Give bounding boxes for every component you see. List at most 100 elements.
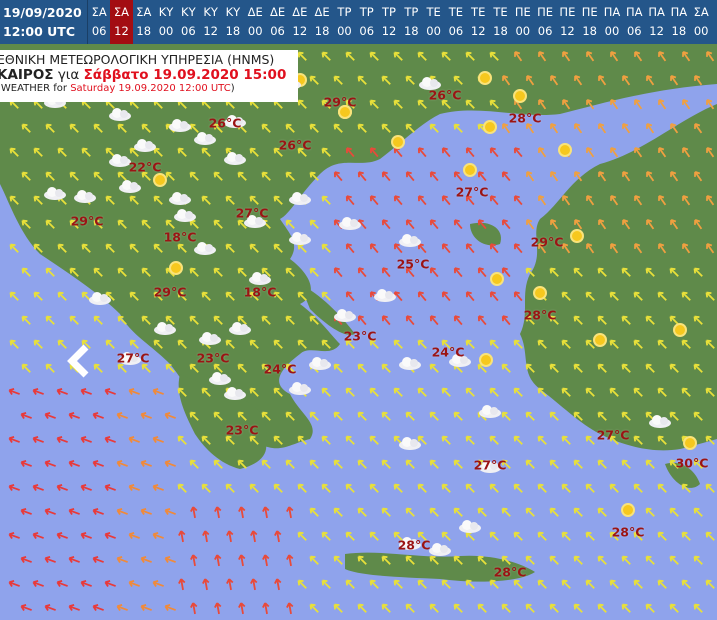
sun-icon — [673, 323, 687, 337]
wind-arrow — [357, 555, 367, 565]
timestep-hour: 06 — [626, 24, 642, 38]
timestep-14[interactable]: ΤΡ 18 — [400, 0, 422, 44]
timestep-23[interactable]: ΠΑ 00 — [601, 0, 623, 44]
timestep-day: ΔΕ — [247, 5, 263, 19]
timestep-19[interactable]: ΠΕ 00 — [512, 0, 534, 44]
wind-arrow — [514, 51, 523, 62]
wind-arrow — [417, 339, 427, 349]
wind-arrow — [381, 219, 391, 230]
current-date: 19/09/2020 — [3, 5, 82, 20]
cloud-icon — [109, 154, 131, 167]
timestep-day: ΤΕ — [448, 5, 464, 19]
wind-arrow — [657, 387, 667, 397]
wind-arrow — [525, 507, 535, 517]
wind-arrow — [117, 219, 127, 229]
timestep-12[interactable]: ΤΡ 06 — [356, 0, 378, 44]
wind-arrow — [141, 315, 151, 325]
wind-arrow — [597, 267, 607, 277]
wind-arrow — [345, 195, 355, 206]
timestep-10[interactable]: ΔΕ 18 — [311, 0, 333, 44]
wind-arrow — [249, 339, 259, 349]
wind-arrow — [405, 411, 415, 421]
timestep-21[interactable]: ΠΕ 12 — [556, 0, 578, 44]
timestep-1[interactable]: ΣΑ 12 — [110, 0, 133, 44]
forecast-title: ΚΑΙΡΟΣ για Σάββατο 19.09.2020 15:00 — [0, 67, 298, 83]
wind-arrow — [441, 339, 451, 349]
wind-arrow — [178, 578, 186, 591]
wind-arrow — [393, 579, 403, 589]
wind-arrow — [586, 51, 595, 62]
wind-arrow — [226, 578, 234, 591]
timestep-13[interactable]: ΤΡ 12 — [378, 0, 400, 44]
timestep-7[interactable]: ΔΕ 00 — [244, 0, 266, 44]
timestep-16[interactable]: ΤΕ 06 — [445, 0, 467, 44]
chevron-left-icon[interactable] — [64, 343, 94, 379]
wind-arrow — [261, 123, 271, 133]
wind-arrow — [645, 459, 655, 469]
timestep-17[interactable]: ΤΕ 12 — [467, 0, 489, 44]
wind-arrow — [249, 435, 259, 445]
wind-arrow — [226, 530, 234, 543]
wind-arrow — [201, 435, 211, 445]
cloud-icon — [374, 289, 396, 302]
timestep-6[interactable]: ΚΥ 18 — [222, 0, 244, 44]
timestep-15[interactable]: ΤΕ 00 — [422, 0, 444, 44]
wind-arrow — [381, 603, 391, 613]
wind-arrow — [321, 51, 331, 61]
wind-arrow — [513, 195, 523, 206]
wind-arrow — [262, 602, 270, 615]
wind-arrow — [45, 267, 55, 277]
wind-arrow — [645, 315, 655, 325]
weather-map[interactable] — [0, 44, 717, 620]
wind-arrow — [68, 507, 80, 515]
wind-arrow — [357, 171, 367, 182]
wind-arrow — [128, 579, 140, 587]
timestep-2[interactable]: ΣΑ 18 — [133, 0, 155, 44]
timestep-5[interactable]: ΚΥ 12 — [199, 0, 221, 44]
wind-arrow — [609, 531, 619, 541]
wind-arrow — [537, 339, 547, 349]
wind-arrow — [429, 363, 439, 373]
wind-arrow — [237, 219, 247, 229]
timestep-20[interactable]: ΠΕ 06 — [534, 0, 556, 44]
wind-arrow — [633, 435, 643, 445]
wind-arrow — [681, 579, 691, 589]
timestep-day: ΠΕ — [581, 5, 598, 19]
timestep-3[interactable]: ΚΥ 00 — [155, 0, 177, 44]
wind-arrow — [561, 435, 571, 445]
wind-arrow — [441, 195, 451, 206]
timestep-25[interactable]: ΠΑ 12 — [645, 0, 667, 44]
wind-arrow — [93, 171, 103, 181]
wind-arrow — [633, 339, 643, 349]
wind-arrow — [453, 555, 463, 565]
wind-arrow — [261, 459, 271, 469]
timestep-9[interactable]: ΔΕ 12 — [289, 0, 311, 44]
wind-arrow — [441, 387, 451, 397]
timestep-27[interactable]: ΣΑ 00 — [690, 0, 712, 44]
timestep-11[interactable]: ΤΡ 00 — [333, 0, 355, 44]
wind-arrow — [105, 147, 115, 157]
wind-arrow — [705, 387, 715, 397]
wind-arrow — [645, 363, 655, 373]
wind-arrow — [609, 291, 619, 301]
wind-arrow — [80, 435, 92, 443]
wind-arrow — [116, 507, 128, 515]
timestep-18[interactable]: ΤΕ 18 — [489, 0, 511, 44]
temperature-label: 27°C — [455, 184, 489, 200]
timestep-22[interactable]: ΠΕ 18 — [579, 0, 601, 44]
timestep-0[interactable]: ΣΑ 06 — [88, 0, 110, 44]
wind-arrow — [526, 75, 535, 86]
wind-arrow — [550, 75, 559, 86]
timestep-26[interactable]: ΠΑ 18 — [668, 0, 690, 44]
sun-icon — [558, 143, 572, 157]
wind-arrow — [345, 531, 355, 541]
wind-arrow — [165, 219, 175, 229]
timestep-24[interactable]: ΠΑ 06 — [623, 0, 645, 44]
wind-arrow — [68, 411, 80, 419]
timestep-8[interactable]: ΔΕ 06 — [266, 0, 288, 44]
wind-arrow — [561, 483, 571, 493]
wind-arrow — [597, 315, 607, 325]
timestep-4[interactable]: ΚΥ 06 — [177, 0, 199, 44]
timestep-day: ΣΑ — [91, 5, 107, 19]
wind-arrow — [93, 363, 103, 373]
